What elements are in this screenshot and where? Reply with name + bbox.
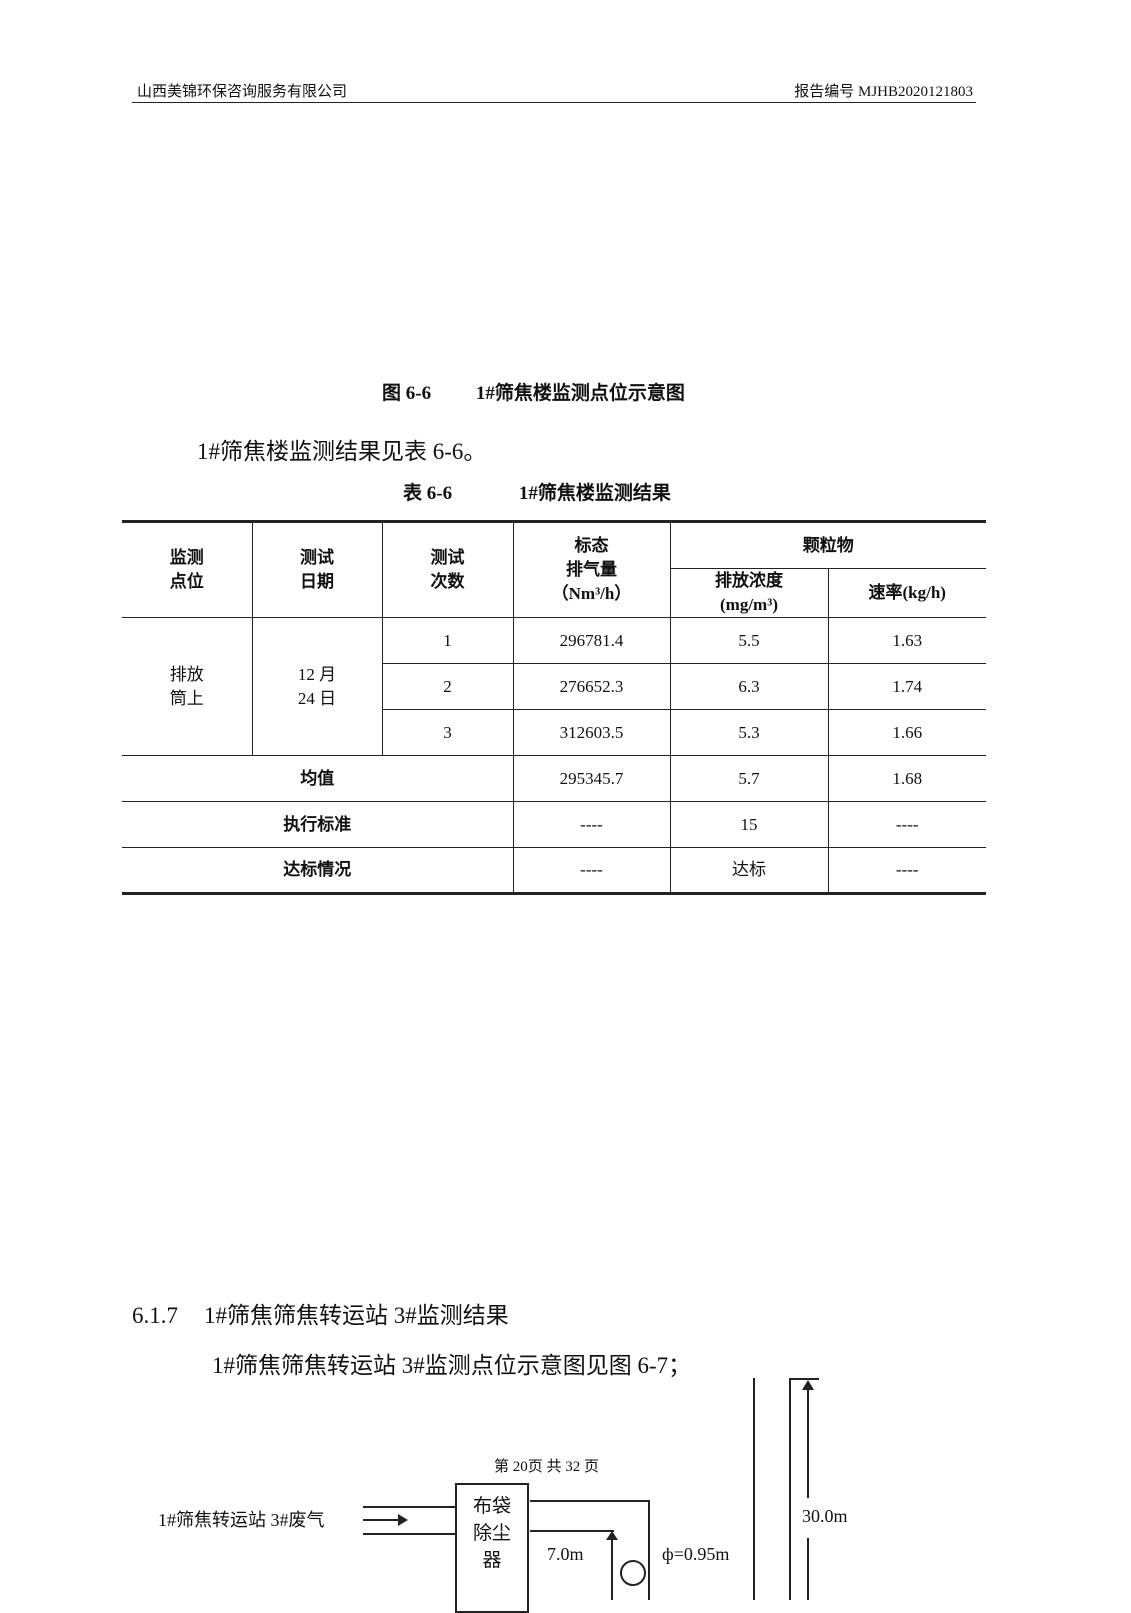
cell-n: 2: [382, 663, 514, 710]
cell-label: 执行标准: [122, 801, 514, 848]
table-title: 1#筛焦楼监测结果: [518, 483, 671, 504]
cell-label: 均值: [122, 755, 514, 802]
table-caption: 表 6-6 1#筛焦楼监测结果: [403, 478, 671, 505]
header-company: 山西美锦环保咨询服务有限公司: [137, 84, 348, 100]
cell-conc: 6.3: [669, 663, 829, 710]
cell-flow: 296781.4: [512, 617, 671, 664]
cell-rate: ----: [827, 847, 986, 895]
header-report-no: 报告编号 MJHB2020121803: [794, 84, 973, 100]
bag-filter-box: 布袋 除尘器: [455, 1483, 529, 1613]
cell-rate: 1.63: [827, 617, 986, 664]
diameter-label: ф=0.95m: [662, 1544, 730, 1564]
dimension-arrow-icon: [611, 1538, 613, 1600]
cell-flow: 312603.5: [512, 709, 671, 756]
height-arrow-icon: [807, 1388, 809, 1498]
th-point: 监测 点位: [122, 520, 253, 618]
cell-flow: 276652.3: [512, 663, 671, 710]
cell-flow: ----: [512, 847, 671, 895]
cell-conc: 达标: [669, 847, 829, 895]
page-footer: 第 20页 共 32 页: [494, 1459, 600, 1475]
cell-conc: 5.3: [669, 709, 829, 756]
cell-n: 1: [381, 617, 514, 664]
th-rate: 速率(kg/h): [827, 568, 986, 618]
sampling-port-icon: [620, 1560, 646, 1586]
arrow-right-icon: [363, 1519, 399, 1521]
header-divider: [132, 102, 976, 103]
summary-row: 达标情况 ---- 达标 ----: [122, 847, 986, 895]
height-total-label: 30.0m: [802, 1506, 848, 1526]
th-conc: 排放浓度 (mg/m³): [670, 568, 829, 618]
cell-date: 12 月 24 日: [251, 617, 383, 756]
section-text: 1#筛焦筛焦转运站 3#监测点位示意图见图 6-7；: [212, 1353, 692, 1378]
summary-row: 执行标准 ---- 15 ----: [122, 801, 986, 848]
intro-text: 1#筛焦楼监测结果见表 6-6。: [197, 439, 487, 464]
cell-rate: 1.66: [827, 709, 986, 756]
th-count: 测试 次数: [381, 520, 514, 618]
results-table: 监测 点位 测试 日期 测试 次数 标态 排气量 （Nm³/h） 颗粒物 排放浓度 (mg/…: [122, 520, 986, 895]
cell-rate: 1.68: [827, 755, 986, 802]
input-label: 1#筛焦转运站 3#废气: [158, 1510, 325, 1530]
table-number: 表 6-6: [403, 483, 453, 504]
cell-label: 达标情况: [122, 847, 514, 895]
figure-caption: 图 6-6 1#筛焦楼监测点位示意图: [382, 378, 685, 405]
section-heading: 6.1.7 1#筛焦筛焦转运站 3#监测结果: [132, 1303, 509, 1328]
height-small-label: 7.0m: [547, 1544, 584, 1564]
cell-flow: 295345.7: [512, 755, 671, 802]
cell-point: 排放 筒上: [122, 617, 253, 756]
th-particulate: 颗粒物: [669, 520, 986, 569]
summary-row: 均值 295345.7 5.7 1.68: [122, 755, 986, 802]
th-flow: 标态 排气量 （Nm³/h）: [512, 520, 671, 618]
figure-title: 1#筛焦楼监测点位示意图: [475, 383, 685, 404]
th-date: 测试 日期: [251, 520, 383, 618]
cell-conc: 5.5: [669, 617, 829, 664]
cell-n: 3: [382, 709, 514, 756]
cell-flow: ----: [512, 801, 671, 848]
chimney-wall: [753, 1378, 755, 1600]
figure-number: 图 6-6: [382, 383, 432, 404]
cell-conc: 5.7: [669, 755, 829, 802]
table-row: 排放 筒上 12 月 24 日 1 296781.4 5.5 1.63: [122, 617, 986, 756]
cell-rate: 1.74: [827, 663, 986, 710]
cell-rate: ----: [827, 801, 986, 848]
cell-conc: 15: [669, 801, 829, 848]
